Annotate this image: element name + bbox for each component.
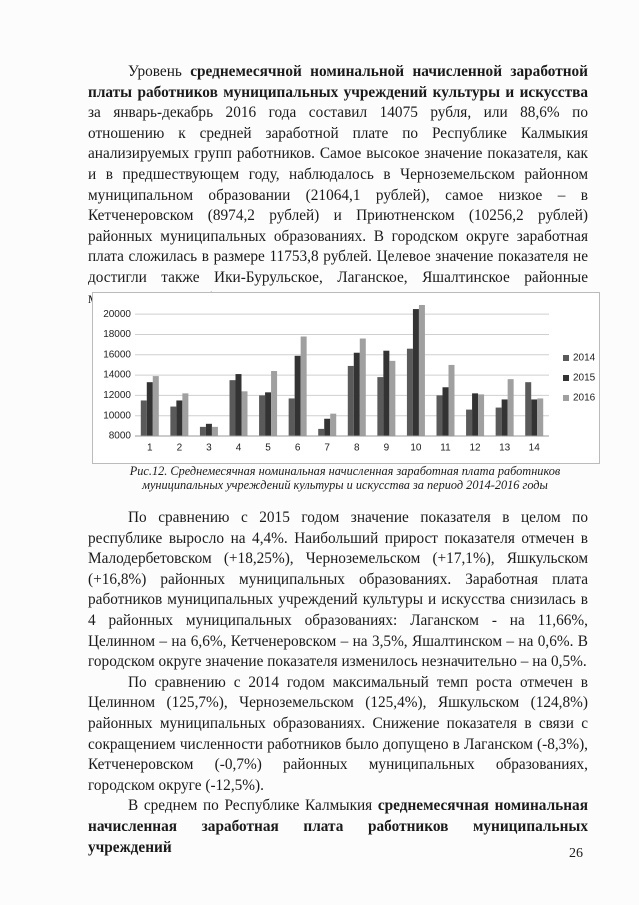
x-tick-label: 14: [529, 443, 541, 454]
y-tick-label: 8000: [109, 431, 132, 442]
paragraph: Уровень среднемесячной номинальной начис…: [88, 62, 588, 309]
bar: [501, 399, 508, 436]
bar: [448, 364, 455, 436]
page-number: 26: [569, 846, 583, 861]
bar: [229, 380, 236, 436]
text-run: В среднем по Республике Калмыкия: [128, 797, 378, 815]
bar: [377, 377, 384, 436]
bar: [525, 382, 532, 436]
x-tick-label: 1: [147, 443, 153, 454]
y-tick-label: 10000: [103, 410, 131, 421]
bar: [383, 350, 390, 436]
bar: [211, 426, 218, 436]
paragraph: По сравнению с 2015 годом значение показ…: [88, 508, 588, 673]
bar: [324, 418, 331, 436]
bar: [330, 413, 337, 436]
x-tick-label: 9: [384, 443, 390, 454]
bar: [259, 395, 266, 436]
legend-swatch: [563, 375, 569, 381]
x-tick-label: 11: [440, 443, 451, 454]
bar: [182, 393, 189, 436]
bar: [412, 309, 419, 436]
text-top: Уровень среднемесячной номинальной начис…: [88, 62, 588, 309]
bar: [288, 398, 295, 436]
bar: [537, 398, 544, 436]
text-run: среднемесячной номинальной начисленной з…: [88, 63, 589, 101]
text-run: Уровень: [128, 63, 191, 80]
x-tick-label: 5: [265, 443, 271, 454]
bar: [152, 376, 159, 436]
y-tick-label: 12000: [103, 390, 131, 401]
bar: [478, 394, 485, 436]
figure-caption: Рис.12. Среднемесячная номинальная начис…: [129, 464, 561, 492]
legend-swatch: [563, 355, 569, 361]
bar: [294, 355, 301, 436]
bar: [241, 391, 248, 436]
x-tick-label: 12: [470, 443, 482, 454]
bar: [176, 400, 183, 436]
x-tick-label: 3: [206, 443, 212, 454]
text-run: По сравнению с 2014 годом максимальный т…: [88, 673, 588, 794]
x-tick-label: 13: [499, 443, 511, 454]
legend-label: 2015: [573, 373, 596, 384]
bar: [146, 382, 153, 436]
bar: [442, 387, 449, 436]
bar: [265, 392, 272, 436]
bar: [199, 426, 206, 436]
bar: [436, 395, 443, 436]
text-run: за январь-декабрь 2016 года составил 140…: [88, 104, 588, 307]
legend-label: 2016: [573, 393, 596, 404]
text-bottom: По сравнению с 2015 годом значение показ…: [88, 508, 588, 858]
bar: [531, 399, 538, 436]
x-tick-label: 7: [324, 443, 330, 454]
y-tick-label: 18000: [103, 329, 131, 340]
bar: [406, 348, 413, 436]
bar: [205, 423, 212, 436]
bar: [300, 336, 307, 436]
x-tick-label: 8: [354, 443, 360, 454]
bar: [353, 352, 360, 436]
bar: [359, 338, 366, 436]
y-tick-label: 14000: [103, 370, 131, 381]
y-tick-label: 16000: [103, 349, 131, 360]
bar: [389, 360, 396, 436]
bar: [472, 393, 479, 436]
x-tick-label: 6: [295, 443, 301, 454]
bar: [140, 400, 147, 436]
bar: [318, 428, 325, 436]
paragraph: По сравнению с 2014 годом максимальный т…: [88, 673, 588, 797]
bar: [495, 407, 502, 436]
paragraph: В среднем по Республике Калмыкия среднем…: [88, 796, 588, 858]
bar: [347, 365, 354, 436]
legend-label: 2014: [573, 353, 596, 364]
x-tick-label: 4: [236, 443, 242, 454]
bar: [170, 406, 177, 436]
bar: [507, 379, 514, 436]
bar: [418, 305, 425, 436]
bar: [271, 371, 278, 436]
x-tick-label: 10: [410, 443, 422, 454]
text-run: По сравнению с 2015 годом значение показ…: [88, 509, 588, 671]
legend-swatch: [563, 395, 569, 401]
x-tick-label: 2: [177, 443, 183, 454]
text-run: среднемесячная номинальная начисленная з…: [88, 797, 588, 856]
y-tick-label: 20000: [103, 309, 131, 320]
bar: [466, 409, 473, 436]
bar: [235, 374, 242, 436]
